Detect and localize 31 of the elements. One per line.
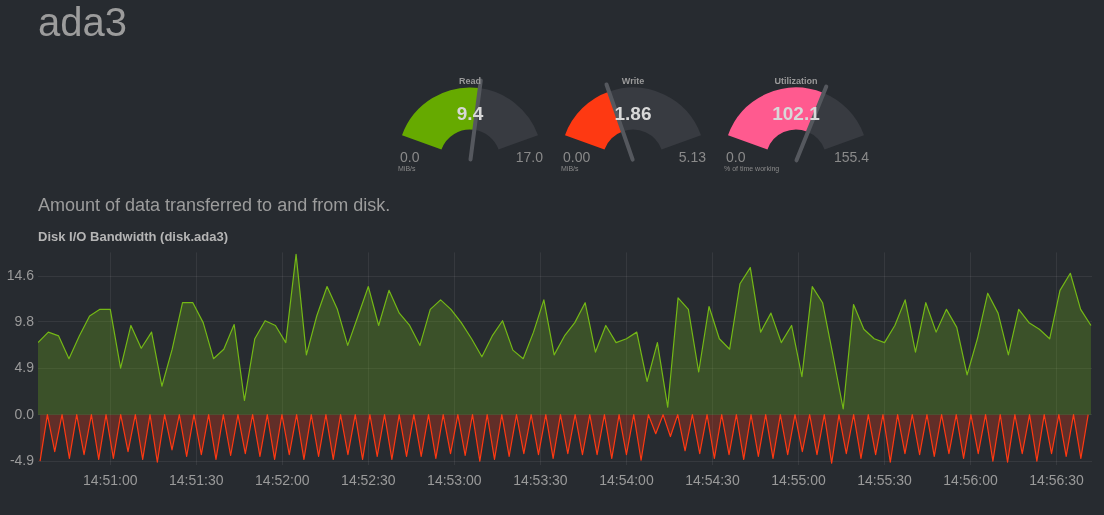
- x-tick-label: 14:51:30: [169, 472, 224, 489]
- x-tick-label: 14:53:30: [513, 472, 568, 489]
- text: 0.0: [726, 149, 746, 165]
- y-tick-label: 0.0: [14, 405, 35, 422]
- x-tick-label: 14:51:00: [83, 472, 138, 489]
- text: 1.86: [613, 103, 653, 125]
- text: 5.13: [678, 149, 706, 165]
- x-tick-label: 14:52:00: [255, 472, 310, 489]
- x-tick-label: 14:54:00: [599, 472, 654, 489]
- chart-title: Disk I/O Bandwidth (disk.ada3): [38, 229, 228, 244]
- y-tick-label: 14.6: [6, 266, 35, 283]
- text: 0.00: [563, 149, 591, 165]
- chart-subtitle: Amount of data transferred to and from disk.: [38, 195, 391, 216]
- x-tick-label: 14:56:30: [1029, 472, 1085, 489]
- y-tick-label: 4.9: [14, 359, 35, 376]
- text: 17.0: [515, 149, 543, 165]
- chart-title: Read: [458, 76, 482, 86]
- x-tick-label: 14:55:30: [857, 472, 912, 489]
- chart-title: Write: [620, 76, 646, 86]
- text: ada3: [38, 0, 127, 45]
- y-tick-label: 9.8: [14, 312, 35, 329]
- y-tick-label: -4.9: [9, 452, 35, 469]
- text: 9.4: [455, 103, 485, 125]
- text: 0.0: [400, 149, 420, 165]
- x-tick-label: 14:53:00: [427, 472, 482, 489]
- x-tick-label: 14:54:30: [685, 472, 740, 489]
- x-tick-label: 14:56:00: [943, 472, 998, 489]
- chart-title: Utilization: [773, 76, 819, 86]
- x-tick-label: 14:52:30: [341, 472, 396, 489]
- text: 155.4: [833, 149, 869, 165]
- x-tick-label: 14:55:00: [771, 472, 826, 489]
